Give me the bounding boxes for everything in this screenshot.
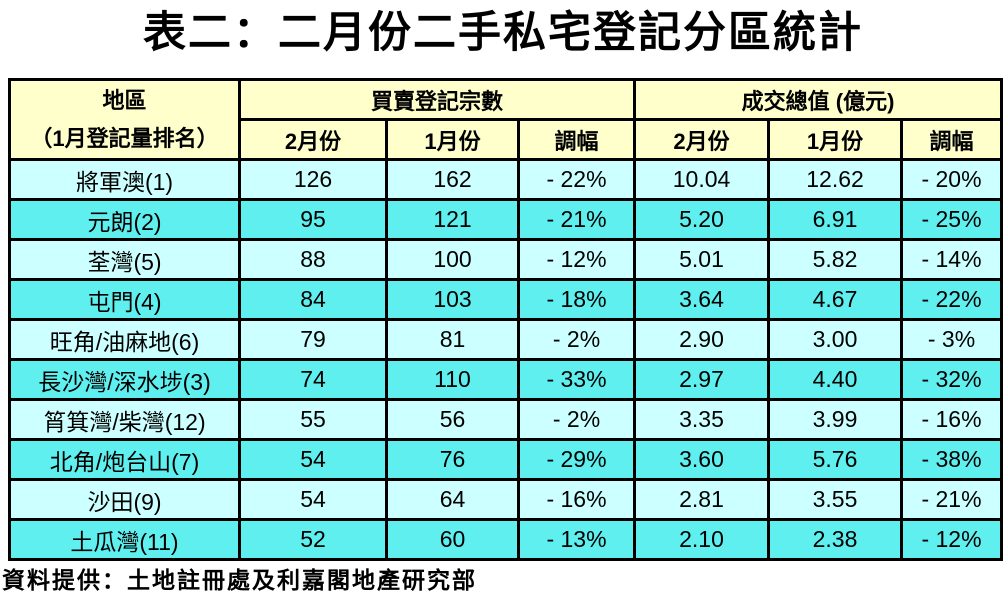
value-cell: - 20% [900, 158, 1004, 201]
region-cell: 筲箕灣/柴灣(12) [8, 398, 241, 441]
value-cell: 54 [238, 478, 388, 521]
value-cell: - 2% [516, 318, 637, 361]
value-cell: 76 [385, 438, 520, 481]
value-cell: 3.35 [633, 398, 771, 441]
region-header-title: 地區 [102, 87, 147, 113]
value-cell: 55 [238, 398, 388, 441]
value-cell: 88 [238, 238, 388, 281]
table-row: 將軍澳(1) 126 162- 22% 10.04 12.62- 20% [8, 158, 1004, 201]
value-cell: 3.55 [767, 478, 904, 521]
column-header-value-change: 調幅 [900, 118, 1004, 161]
value-cell: 2.10 [633, 518, 771, 561]
value-cell: - 12% [516, 238, 637, 281]
value-cell: - 32% [900, 358, 1004, 401]
value-cell: 162 [385, 158, 520, 201]
value-cell: 5.82 [767, 238, 904, 281]
value-cell: 64 [385, 478, 520, 521]
value-cell: - 21% [516, 198, 637, 241]
value-cell: 3.64 [633, 278, 771, 321]
value-cell: - 33% [516, 358, 637, 401]
region-cell: 旺角/油麻地(6) [8, 318, 241, 361]
header-group-row: 地區 （1月登記量排名） 買賣登記宗數 成交總值 (億元) [8, 78, 1004, 161]
value-cell: 3.99 [767, 398, 904, 441]
value-cell: 5.01 [633, 238, 771, 281]
table-row: 元朗(2) 95 121- 21% 5.20 6.91- 25% [8, 198, 1004, 241]
registrations-table: 地區 （1月登記量排名） 買賣登記宗數 成交總值 (億元) 2月份 1月份 調幅… [8, 78, 1004, 561]
table-body: 將軍澳(1) 126 162- 22% 10.04 12.62- 20% 元朗(2) 95 1… [8, 158, 1004, 561]
value-cell: 2.38 [767, 518, 904, 561]
header-sub-row: 2月份 1月份 調幅 2月份 1月份 調幅 [10, 118, 1004, 161]
value-cell: 74 [238, 358, 388, 401]
value-cell: - 16% [516, 478, 637, 521]
table-row: 屯門(4) 84 103- 18% 3.64 4.67- 22% [8, 278, 1004, 321]
value-cell: - 21% [900, 478, 1004, 521]
value-cell: - 25% [900, 198, 1004, 241]
value-cell: 5.76 [767, 438, 904, 481]
column-header-count-feb: 2月份 [238, 118, 388, 161]
value-cell: 2.90 [633, 318, 771, 361]
table-row: 荃灣(5) 88 100- 12% 5.01 5.82- 14% [8, 238, 1004, 281]
value-cell: 56 [385, 398, 520, 441]
value-cell: 10.04 [633, 158, 771, 201]
region-cell: 屯門(4) [8, 278, 241, 321]
region-cell: 元朗(2) [8, 198, 241, 241]
column-header-count-jan: 1月份 [385, 118, 520, 161]
region-cell: 長沙灣/深水埗(3) [8, 358, 241, 401]
value-cell: 3.60 [633, 438, 771, 481]
value-cell: 52 [238, 518, 388, 561]
region-cell: 北角/炮台山(7) [8, 438, 241, 481]
column-header-value-jan: 1月份 [767, 118, 904, 161]
value-cell: 3.00 [767, 318, 904, 361]
column-header-count-change: 調幅 [516, 118, 637, 161]
table-row: 沙田(9) 54 64- 16% 2.81 3.55- 21% [8, 478, 1004, 521]
value-cell: - 14% [900, 238, 1004, 281]
table-row: 旺角/油麻地(6) 79 81- 2% 2.90 3.00- 3% [8, 318, 1004, 361]
value-cell: - 29% [516, 438, 637, 481]
value-cell: - 22% [900, 278, 1004, 321]
column-group-registration-count: 買賣登記宗數 [237, 78, 637, 121]
region-header-subtitle: （1月登記量排名） [30, 125, 219, 151]
region-cell: 將軍澳(1) [8, 158, 241, 201]
value-cell: 79 [238, 318, 388, 361]
value-cell: 100 [385, 238, 520, 281]
page-title: 表二：二月份二手私宅登記分區統計 [143, 9, 863, 57]
source-note: 資料提供：土地註冊處及利嘉閣地產研究部 [2, 567, 477, 593]
table-row: 筲箕灣/柴灣(12) 55 56- 2% 3.35 3.99- 16% [8, 398, 1004, 441]
table-row: 長沙灣/深水埗(3) 74 110- 33% 2.97 4.40- 32% [8, 358, 1004, 401]
value-cell: - 16% [900, 398, 1004, 441]
value-cell: 2.97 [633, 358, 771, 401]
value-cell: 60 [385, 518, 520, 561]
value-cell: - 12% [900, 518, 1004, 561]
value-cell: 103 [385, 278, 520, 321]
value-cell: - 3% [900, 318, 1004, 361]
value-cell: - 13% [516, 518, 637, 561]
column-header-value-feb: 2月份 [633, 118, 771, 161]
value-cell: 54 [238, 438, 388, 481]
table-row: 土瓜灣(11) 52 60- 13% 2.10 2.38- 12% [8, 518, 1004, 561]
value-cell: 110 [385, 358, 520, 401]
value-cell: 4.40 [767, 358, 904, 401]
value-cell: - 18% [516, 278, 637, 321]
value-cell: 121 [385, 198, 520, 241]
value-cell: 84 [238, 278, 388, 321]
value-cell: 12.62 [767, 158, 904, 201]
value-cell: 6.91 [767, 198, 904, 241]
column-group-transaction-value: 成交總值 (億元) [633, 78, 1004, 121]
value-cell: - 38% [900, 438, 1004, 481]
value-cell: 2.81 [633, 478, 771, 521]
value-cell: 81 [385, 318, 520, 361]
region-cell: 沙田(9) [8, 478, 241, 521]
value-cell: 95 [238, 198, 388, 241]
value-cell: 126 [238, 158, 388, 201]
value-cell: 5.20 [633, 198, 771, 241]
value-cell: - 22% [516, 158, 637, 201]
value-cell: - 2% [516, 398, 637, 441]
region-cell: 土瓜灣(11) [8, 518, 241, 561]
column-header-region: 地區 （1月登記量排名） [8, 78, 241, 161]
value-cell: 4.67 [767, 278, 904, 321]
region-cell: 荃灣(5) [8, 238, 241, 281]
table-row: 北角/炮台山(7) 54 76- 29% 3.60 5.76- 38% [8, 438, 1004, 481]
